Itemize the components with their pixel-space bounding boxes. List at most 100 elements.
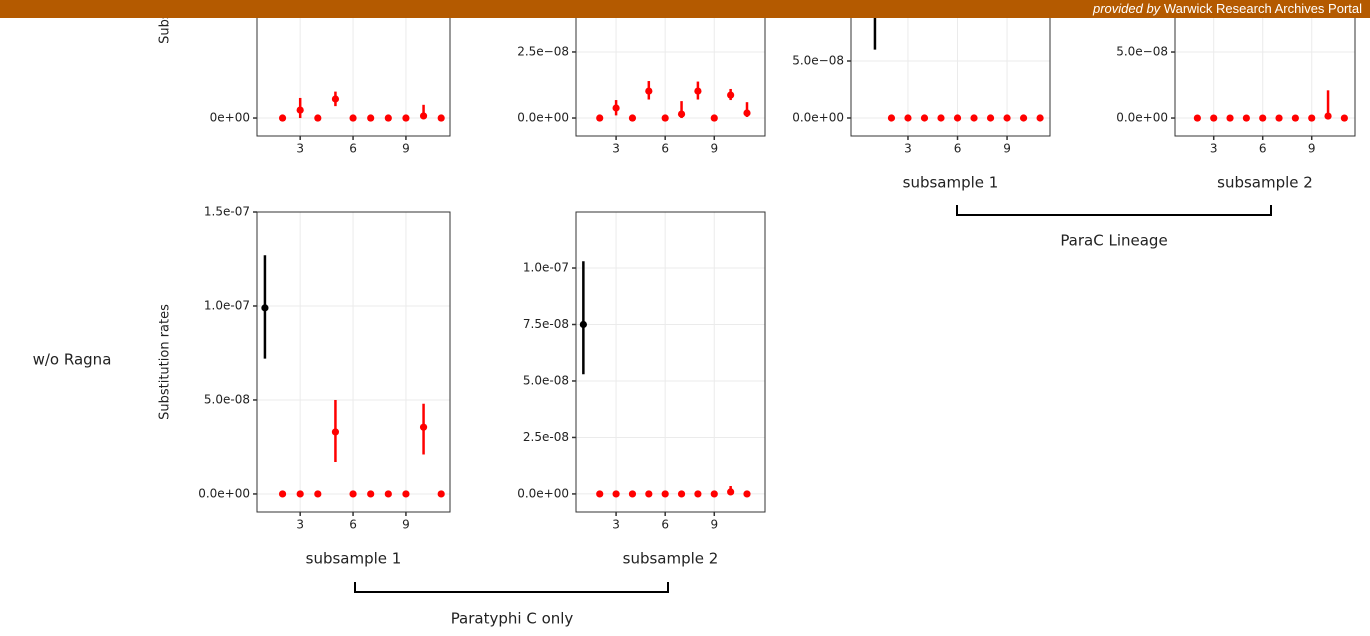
- y-axis-title: Substitution rates: [158, 304, 173, 420]
- point: [367, 114, 375, 122]
- point: [296, 106, 304, 114]
- x-tick-label: 3: [1210, 142, 1218, 156]
- y-tick-label: 0e+00: [210, 111, 250, 125]
- point: [596, 490, 604, 498]
- point: [1036, 114, 1044, 122]
- point: [727, 488, 735, 496]
- y-tick-label: 0.0e+00: [517, 111, 569, 125]
- group-bracket: [354, 582, 669, 593]
- x-axis-title: subsample 1: [306, 550, 402, 568]
- row-label: w/o Ragna: [33, 351, 112, 369]
- plot-border: [575, 211, 766, 513]
- plot-background: [576, 212, 765, 512]
- point: [349, 490, 357, 498]
- point: [402, 490, 410, 498]
- x-tick-label: 6: [661, 518, 669, 532]
- point: [278, 114, 287, 122]
- point: [419, 112, 428, 120]
- plot-background: [1175, 0, 1355, 136]
- point: [314, 490, 322, 498]
- point: [677, 490, 686, 498]
- x-tick-label: 3: [296, 518, 304, 532]
- point: [1259, 114, 1267, 122]
- header-prefix: provided by: [1092, 1, 1161, 16]
- point: [920, 114, 929, 122]
- point: [661, 114, 669, 122]
- point: [628, 490, 637, 498]
- point: [367, 490, 375, 498]
- point: [437, 114, 445, 122]
- header-source: Warwick Research Archives Portal: [1163, 1, 1362, 16]
- point: [1019, 114, 1028, 122]
- plot-border: [850, 0, 1051, 137]
- point: [953, 114, 962, 122]
- point: [402, 114, 410, 122]
- x-tick-label: 9: [1308, 142, 1316, 156]
- y-tick-label: 5.0e−08: [792, 53, 844, 67]
- x-tick-label: 9: [710, 142, 718, 156]
- y-tick-label: 1.0e-07: [523, 261, 569, 275]
- plot-border: [256, 0, 451, 137]
- x-tick-label: 6: [349, 142, 357, 156]
- x-tick-label: 3: [296, 142, 304, 156]
- point: [314, 114, 322, 122]
- x-tick-label: 6: [661, 142, 669, 156]
- x-axis-title: subsample 1: [903, 174, 999, 192]
- point: [727, 91, 735, 99]
- point: [278, 490, 287, 498]
- point: [887, 114, 896, 122]
- point: [694, 490, 702, 498]
- x-axis-title: subsample 2: [1217, 174, 1313, 192]
- x-tick-label: 3: [904, 142, 912, 156]
- point: [261, 304, 269, 312]
- y-tick-label: 5.0e−08: [1116, 45, 1168, 59]
- plot-border: [575, 0, 766, 137]
- point: [970, 114, 978, 122]
- point: [296, 490, 304, 498]
- group-bracket: [956, 205, 1272, 216]
- point: [437, 490, 445, 498]
- plot-background: [576, 0, 765, 136]
- x-tick-label: 6: [349, 518, 357, 532]
- point: [743, 490, 751, 498]
- x-tick-label: 9: [710, 518, 718, 532]
- point: [384, 114, 392, 122]
- point: [384, 490, 392, 498]
- point: [937, 114, 945, 122]
- x-tick-label: 3: [612, 518, 620, 532]
- y-tick-label: 0.0e+00: [198, 486, 250, 500]
- y-tick-label: 1.0e-07: [204, 298, 250, 312]
- y-tick-label: 2.5e−08: [517, 44, 569, 58]
- point: [694, 87, 702, 95]
- point: [1193, 114, 1201, 122]
- point: [331, 95, 340, 103]
- x-tick-label: 6: [1259, 142, 1267, 156]
- y-tick-label: 0.0e+00: [792, 110, 844, 124]
- point: [1226, 114, 1234, 122]
- point: [645, 490, 653, 498]
- point: [349, 114, 357, 122]
- point: [645, 87, 653, 95]
- point: [677, 110, 686, 118]
- point: [710, 114, 718, 122]
- y-tick-label: 5.0e-08: [523, 373, 569, 387]
- point: [612, 490, 620, 498]
- header-bar: provided by Warwick Research Archives Po…: [0, 0, 1370, 18]
- point: [1308, 114, 1316, 122]
- group-label: Paratyphi C only: [451, 610, 574, 628]
- point: [1242, 114, 1250, 122]
- y-tick-label: 0.0e+00: [517, 486, 569, 500]
- x-tick-label: 9: [1003, 142, 1011, 156]
- point: [710, 490, 718, 498]
- plot-border: [256, 211, 451, 513]
- point: [596, 114, 604, 122]
- x-tick-label: 3: [612, 142, 620, 156]
- point: [331, 428, 340, 436]
- y-tick-label: 0.0e+00: [1116, 111, 1168, 125]
- point: [1275, 114, 1283, 122]
- point: [1210, 114, 1218, 122]
- plot-border: [1174, 0, 1356, 137]
- point: [1291, 114, 1299, 122]
